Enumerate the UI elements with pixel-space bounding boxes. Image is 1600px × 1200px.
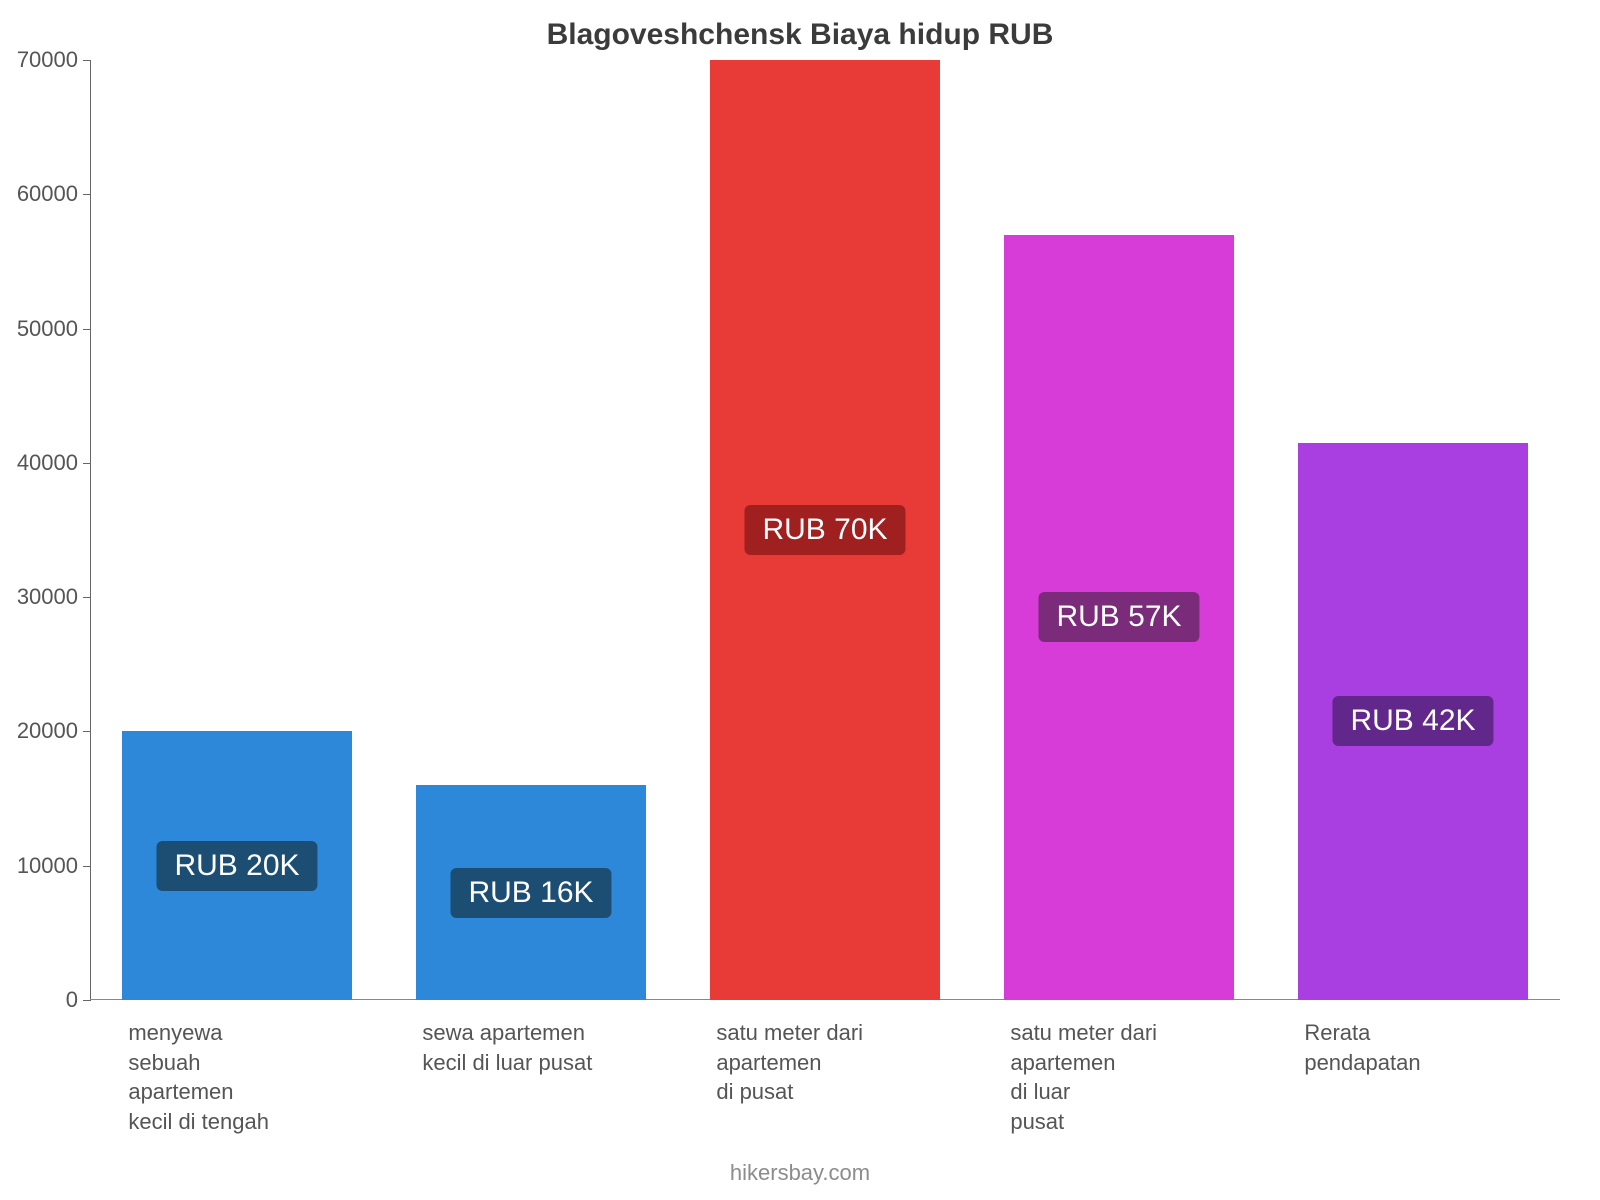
y-tick-mark (83, 866, 91, 867)
y-tick-mark (83, 329, 91, 330)
y-tick-mark (83, 463, 91, 464)
y-tick-label: 50000 (17, 316, 78, 342)
bar-value-label: RUB 57K (1038, 592, 1199, 642)
chart-title: Blagoveshchensk Biaya hidup RUB (0, 18, 1600, 52)
chart-wrapper: Blagoveshchensk Biaya hidup RUB 01000020… (0, 0, 1600, 1200)
y-tick-mark (83, 597, 91, 598)
category-label: satu meter dari apartemen di luar pusat (1010, 1018, 1239, 1137)
y-tick-label: 70000 (17, 47, 78, 73)
bar-value-label: RUB 16K (450, 868, 611, 918)
y-tick-label: 30000 (17, 584, 78, 610)
category-label: menyewa sebuah apartemen kecil di tengah (128, 1018, 357, 1137)
bar-value-label: RUB 70K (744, 505, 905, 555)
category-label: Rerata pendapatan (1304, 1018, 1533, 1077)
y-tick-mark (83, 1000, 91, 1001)
y-axis-line (90, 60, 91, 1000)
category-label: satu meter dari apartemen di pusat (716, 1018, 945, 1107)
plot-area: 010000200003000040000500006000070000RUB … (90, 60, 1560, 1000)
y-tick-label: 20000 (17, 718, 78, 744)
y-tick-label: 40000 (17, 450, 78, 476)
source-attribution: hikersbay.com (0, 1160, 1600, 1186)
category-label: sewa apartemen kecil di luar pusat (422, 1018, 651, 1077)
bar-value-label: RUB 42K (1332, 696, 1493, 746)
y-tick-label: 10000 (17, 853, 78, 879)
y-tick-mark (83, 194, 91, 195)
bar-value-label: RUB 20K (156, 841, 317, 891)
y-tick-label: 0 (66, 987, 78, 1013)
y-tick-label: 60000 (17, 181, 78, 207)
y-tick-mark (83, 731, 91, 732)
y-tick-mark (83, 60, 91, 61)
